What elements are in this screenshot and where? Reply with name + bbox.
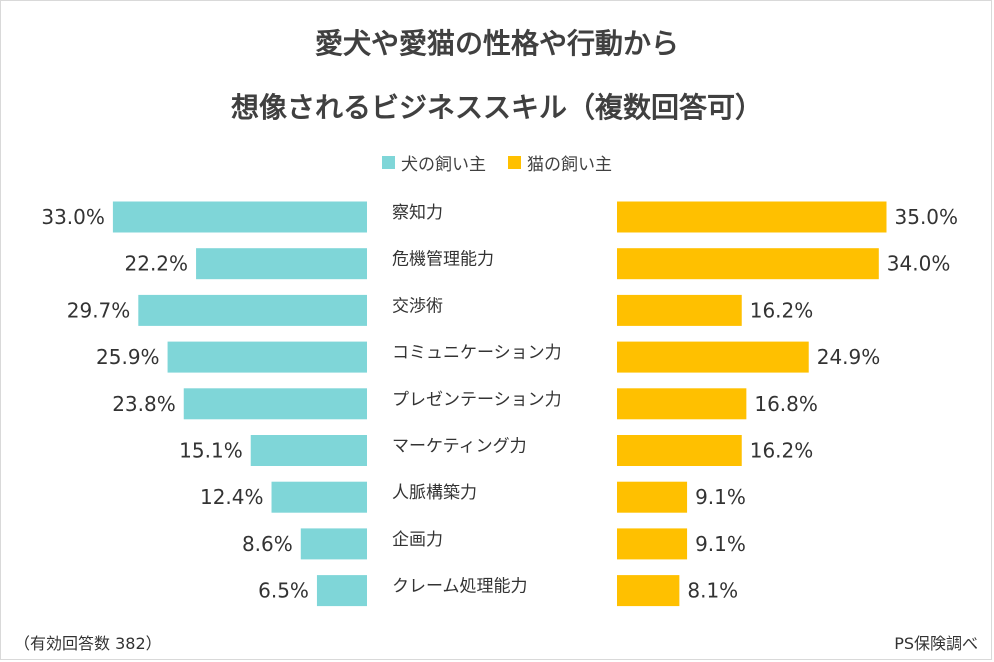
category-label: 察知力 <box>392 203 443 223</box>
data-label-dog: 33.0% <box>41 205 105 229</box>
bar-dog <box>300 528 367 560</box>
bar-dog <box>316 575 367 607</box>
data-label-dog: 29.7% <box>67 298 131 322</box>
bar-dog <box>250 435 367 466</box>
legend-item-cat: 猫の飼い主 <box>508 150 612 175</box>
chart-title-line-1: 愛犬や愛猫の性格や行動から <box>314 27 679 60</box>
bar-dog <box>138 294 367 326</box>
data-label-cat: 16.2% <box>750 298 814 322</box>
legend-item-dog: 犬の飼い主 <box>382 150 486 175</box>
sample-size-note: （有効回答数 382） <box>14 634 162 653</box>
data-label-dog: 6.5% <box>258 579 309 603</box>
legend-label-dog: 犬の飼い主 <box>401 155 486 175</box>
chart-title-line-2: 想像されるビジネススキル（複数回答可） <box>230 91 763 124</box>
bar-dog <box>183 388 367 420</box>
category-label: クレーム処理能力 <box>392 577 528 597</box>
legend-swatch-cat <box>508 156 521 169</box>
bar-cat <box>617 481 688 513</box>
legend-swatch-dog <box>382 156 395 169</box>
data-label-cat: 9.1% <box>695 485 746 509</box>
category-label: コミュニケーション力 <box>392 343 562 363</box>
data-label-cat: 16.2% <box>750 439 814 463</box>
bar-dog <box>167 341 367 373</box>
bar-dog <box>196 248 367 280</box>
bar-dog <box>271 481 367 513</box>
data-label-cat: 34.0% <box>887 252 951 276</box>
data-label-cat: 9.1% <box>695 532 746 556</box>
data-label-dog: 12.4% <box>200 485 264 509</box>
data-label-dog: 23.8% <box>112 392 176 416</box>
data-label-dog: 22.2% <box>125 252 189 276</box>
category-label: プレゼンテーション力 <box>392 390 562 410</box>
data-label-cat: 24.9% <box>817 345 881 369</box>
category-label: マーケティング力 <box>392 437 527 457</box>
bar-cat <box>617 435 742 466</box>
category-label: 人脈構築力 <box>392 483 477 503</box>
source-credit: PS保険調べ <box>894 634 978 653</box>
legend: 犬の飼い主 猫の飼い主 <box>0 150 994 175</box>
bar-cat <box>617 248 879 280</box>
legend-label-cat: 猫の飼い主 <box>527 155 612 175</box>
bar-cat <box>617 388 747 420</box>
bar-cat <box>617 575 680 607</box>
data-label-cat: 35.0% <box>895 205 959 229</box>
category-label: 危機管理能力 <box>392 250 494 270</box>
data-label-dog: 15.1% <box>179 439 243 463</box>
bar-cat <box>617 341 809 373</box>
data-label-dog: 8.6% <box>242 532 293 556</box>
data-label-dog: 25.9% <box>96 345 160 369</box>
category-label: 交渉術 <box>392 296 443 316</box>
category-label: 企画力 <box>392 530 443 550</box>
data-label-cat: 8.1% <box>687 579 738 603</box>
data-label-cat: 16.8% <box>754 392 818 416</box>
bar-cat <box>617 528 688 560</box>
bar-cat <box>617 294 742 326</box>
bar-cat <box>617 201 887 233</box>
bar-dog <box>112 201 368 233</box>
